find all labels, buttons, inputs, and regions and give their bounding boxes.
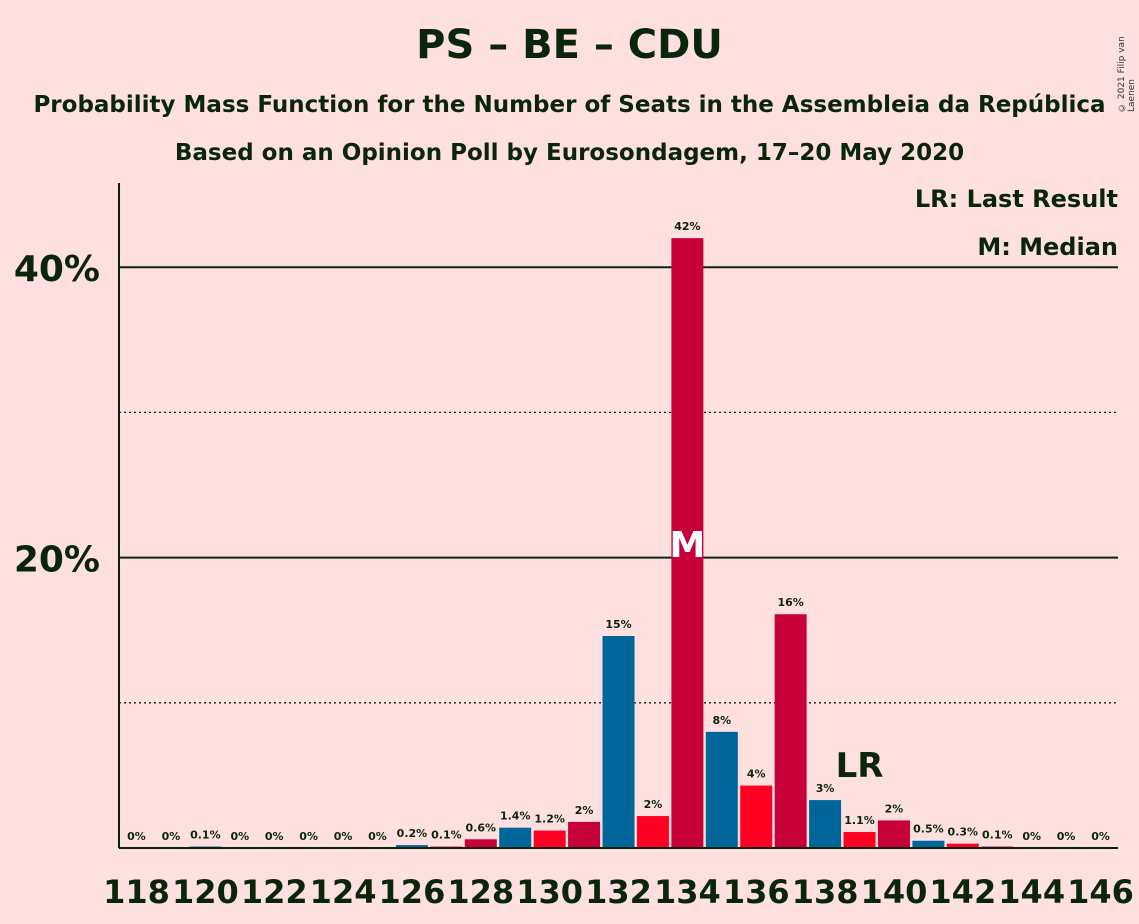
x-tick-label: 134 [654,873,721,911]
bar-seat-137 [774,614,807,848]
bar-label-145: 0% [1057,830,1076,843]
bar-seat-132 [602,636,635,848]
x-tick-label: 124 [310,873,377,911]
bar-label-140: 2% [885,802,904,815]
bar-label-144: 0% [1022,830,1041,843]
bar-label-135: 8% [712,714,731,727]
x-tick-label: 142 [929,873,996,911]
x-tick-label: 136 [723,873,790,911]
bar-label-142: 0.3% [948,826,979,839]
x-tick-label: 144 [998,873,1065,911]
bar-label-125: 0% [368,830,387,843]
bar-label-130: 1.2% [534,813,565,826]
y-tick-label: 20% [14,540,100,581]
bar-label-143: 0.1% [982,829,1013,842]
bar-label-128: 0.6% [466,821,497,834]
bar-label-122: 0% [265,830,284,843]
bar-label-133: 2% [644,798,663,811]
bar-label-129: 1.4% [500,810,531,823]
bar-seat-133 [636,816,669,848]
chart-subtitle: Probability Mass Function for the Number… [33,92,1106,118]
bar-label-138: 3% [816,782,835,795]
chart-source-note: Based on an Opinion Poll by Eurosondagem… [174,140,965,166]
x-tick-label: 132 [585,873,652,911]
x-tick-label: 138 [792,873,859,911]
bar-label-134: 42% [674,220,700,233]
bar-seat-126 [395,845,428,848]
bar-seat-136 [740,785,773,848]
x-tick-label: 126 [379,873,446,911]
bar-seat-135 [705,731,738,848]
bar-label-141: 0.5% [913,823,944,836]
legend-median: M: Median [969,233,1118,261]
x-tick-label: 120 [172,873,239,911]
bar-seat-142 [946,843,979,848]
bar-seat-138 [809,800,842,848]
bar-seat-141 [912,840,945,848]
bar-label-126: 0.2% [397,827,428,840]
bar-seat-130 [533,830,566,848]
bar-seat-134 [671,238,704,848]
x-tick-label: 146 [1067,873,1134,911]
x-tick-label: 118 [103,873,170,911]
bar-label-124: 0% [334,830,353,843]
bar-label-118: 0% [127,830,146,843]
bar-label-123: 0% [299,830,318,843]
bar-seat-128 [464,839,497,848]
legend-last-result: LR: Last Result [906,185,1118,213]
bar-label-136: 4% [747,768,766,781]
bar-label-121: 0% [230,830,249,843]
y-tick-label: 40% [14,249,100,290]
bar-label-120: 0.1% [190,829,221,842]
bar-label-137: 16% [777,596,803,609]
x-tick-label: 122 [241,873,308,911]
bar-seat-131 [568,821,601,848]
bar-label-139: 1.1% [844,814,875,827]
x-tick-label: 140 [861,873,928,911]
bar-seat-129 [499,827,532,848]
bar-seat-139 [843,832,876,848]
last-result-marker: LR [836,746,884,786]
bar-label-131: 2% [575,804,594,817]
bar-label-146: 0% [1091,830,1110,843]
bar-seat-140 [877,820,910,848]
chart-title: PS – BE – CDU [416,22,723,68]
bar-label-119: 0% [162,830,181,843]
x-tick-label: 130 [516,873,583,911]
bar-label-127: 0.1% [431,829,462,842]
median-marker: M [669,525,705,566]
bar-label-132: 15% [605,618,631,631]
x-tick-label: 128 [447,873,514,911]
